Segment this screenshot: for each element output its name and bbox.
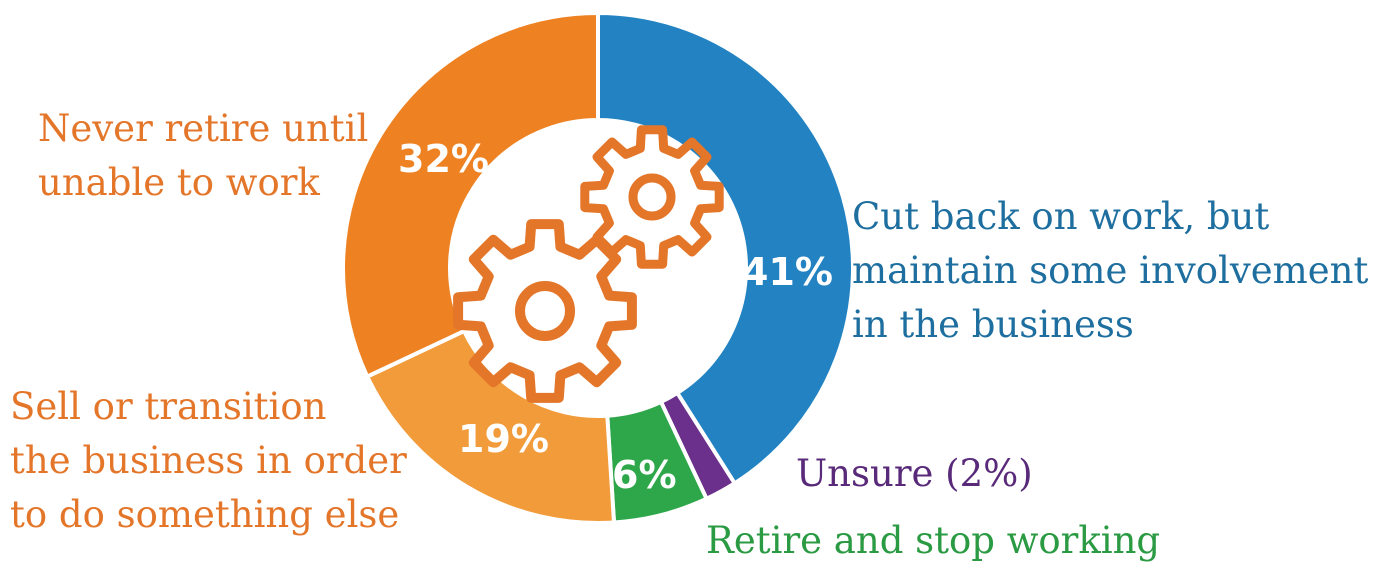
donut-slice-sell bbox=[364, 328, 617, 525]
percent-label-never: 32% bbox=[398, 137, 489, 181]
legend-line: to do something else bbox=[10, 493, 400, 536]
legend-line: in the business bbox=[852, 303, 1134, 346]
legend-line: Cut back on work, but bbox=[852, 195, 1270, 238]
legend-line: unable to work bbox=[38, 161, 320, 204]
legend-line: maintain some involvement bbox=[852, 249, 1369, 292]
percent-label-retire: 6% bbox=[612, 453, 677, 497]
large-gear-hub-icon bbox=[515, 281, 575, 341]
legend-line: Never retire until bbox=[38, 107, 369, 150]
legend-line: Sell or transition bbox=[10, 385, 327, 428]
legend-label-retire: Retire and stop working bbox=[706, 514, 1160, 568]
donut-slice-never bbox=[341, 10, 600, 380]
legend-line: the business in order bbox=[10, 439, 407, 482]
legend-label-sell: Sell or transition the business in order… bbox=[10, 380, 407, 542]
percent-label-cut-back: 41% bbox=[742, 250, 833, 294]
legend-label-unsure: Unsure (2%) bbox=[796, 447, 1033, 501]
small-gear-icon bbox=[580, 125, 724, 269]
percent-label-sell: 19% bbox=[458, 417, 549, 461]
small-gear-hub-icon bbox=[628, 173, 676, 221]
legend-label-never-retire: Never retire until unable to work bbox=[38, 102, 368, 210]
legend-line: Unsure (2%) bbox=[796, 452, 1033, 495]
gears-icon bbox=[453, 125, 724, 403]
legend-line: Retire and stop working bbox=[706, 519, 1161, 562]
legend-label-cut-back: Cut back on work, but maintain some invo… bbox=[852, 190, 1368, 352]
